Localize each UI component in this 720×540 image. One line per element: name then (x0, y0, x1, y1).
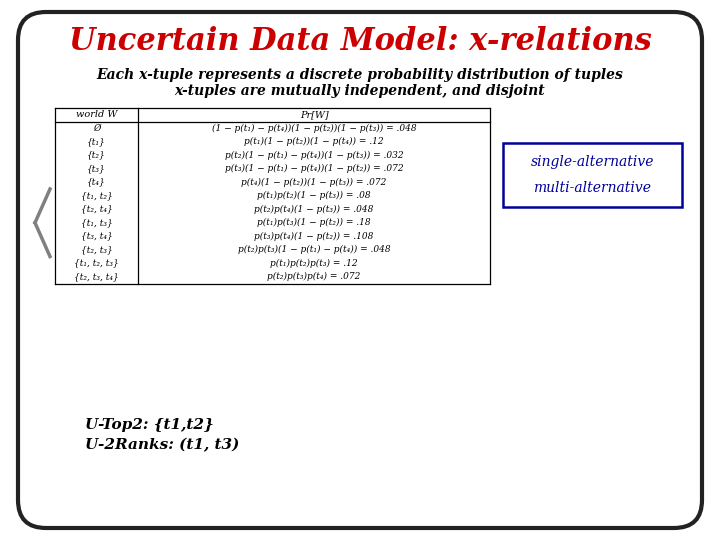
Text: {t₁}: {t₁} (87, 137, 106, 146)
Text: {t₃, t₄}: {t₃, t₄} (81, 232, 112, 241)
Text: {t₂}: {t₂} (87, 151, 106, 160)
Text: p(t₂)p(t₃)p(t₄) = .072: p(t₂)p(t₃)p(t₄) = .072 (267, 272, 361, 281)
Text: U-2Ranks: (t1, t3): U-2Ranks: (t1, t3) (85, 438, 239, 452)
Text: world W: world W (76, 110, 117, 119)
Text: {t₂, t₄}: {t₂, t₄} (81, 205, 112, 214)
Text: {t₁, t₂, t₃}: {t₁, t₂, t₃} (74, 259, 119, 268)
Text: p(t₃)p(t₄)(1 − p(t₂)) = .108: p(t₃)p(t₄)(1 − p(t₂)) = .108 (254, 232, 374, 241)
Text: p(t₂)(1 − p(t₁) − p(t₄))(1 − p(t₃)) = .032: p(t₂)(1 − p(t₁) − p(t₄))(1 − p(t₃)) = .0… (225, 151, 403, 160)
Text: {t₄}: {t₄} (87, 178, 106, 187)
Text: {t₃}: {t₃} (87, 164, 106, 173)
Text: single-alternative: single-alternative (531, 155, 654, 169)
Text: multi-alternative: multi-alternative (534, 181, 652, 195)
Text: {t₂, t₃}: {t₂, t₃} (81, 245, 112, 254)
Text: {t₁, t₂}: {t₁, t₂} (81, 191, 112, 200)
Text: x-tuples are mutually independent, and disjoint: x-tuples are mutually independent, and d… (175, 84, 545, 98)
FancyBboxPatch shape (503, 143, 682, 207)
Text: p(t₂)p(t₃)(1 − p(t₁) − p(t₄)) = .048: p(t₂)p(t₃)(1 − p(t₁) − p(t₄)) = .048 (238, 245, 390, 254)
Text: p(t₃)(1 − p(t₁) − p(t₄))(1 − p(t₂)) = .072: p(t₃)(1 − p(t₁) − p(t₄))(1 − p(t₂)) = .0… (225, 164, 403, 173)
Text: {t₁, t₃}: {t₁, t₃} (81, 218, 112, 227)
Text: p(t₁)p(t₃)(1 − p(t₂)) = .18: p(t₁)p(t₃)(1 − p(t₂)) = .18 (257, 218, 371, 227)
Text: Each x-tuple represents a discrete probability distribution of tuples: Each x-tuple represents a discrete proba… (96, 68, 624, 82)
Text: U-Top2: {t1,t2}: U-Top2: {t1,t2} (85, 418, 214, 432)
Text: p(t₄)(1 − p(t₂))(1 − p(t₃)) = .072: p(t₄)(1 − p(t₂))(1 − p(t₃)) = .072 (241, 178, 387, 187)
Text: (1 − p(t₁) − p(t₄))(1 − p(t₂))(1 − p(t₃)) = .048: (1 − p(t₁) − p(t₄))(1 − p(t₂))(1 − p(t₃)… (212, 124, 416, 133)
Text: p(t₂)p(t₄)(1 − p(t₃)) = .048: p(t₂)p(t₄)(1 − p(t₃)) = .048 (254, 205, 374, 214)
Text: p(t₁)p(t₂)p(t₃) = .12: p(t₁)p(t₂)p(t₃) = .12 (270, 259, 358, 268)
Text: Uncertain Data Model: x-relations: Uncertain Data Model: x-relations (68, 26, 652, 57)
Text: p(t₁)(1 − p(t₂))(1 − p(t₄)) = .12: p(t₁)(1 − p(t₂))(1 − p(t₄)) = .12 (244, 137, 384, 146)
Text: {t₂, t₃, t₄}: {t₂, t₃, t₄} (74, 272, 119, 281)
Text: p(t₁)p(t₂)(1 − p(t₃)) = .08: p(t₁)p(t₂)(1 − p(t₃)) = .08 (257, 191, 371, 200)
Text: Ø: Ø (93, 124, 100, 133)
FancyBboxPatch shape (18, 12, 702, 528)
Text: Pr[W]: Pr[W] (300, 110, 328, 119)
